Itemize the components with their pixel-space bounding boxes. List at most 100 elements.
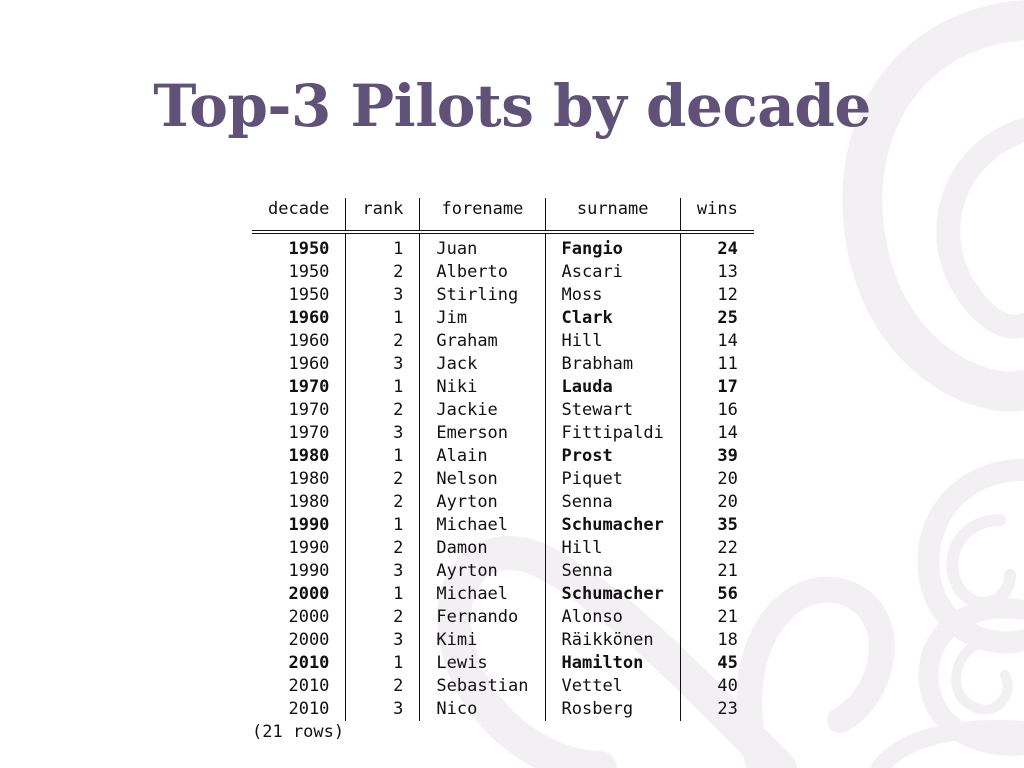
cell-wins: 13	[679, 261, 754, 284]
query-result: decade rank forename surname wins 1950 1 J…	[252, 198, 754, 744]
cell-rank: 3	[345, 629, 420, 652]
cell-forename: Nico	[419, 698, 545, 721]
cell-wins: 21	[679, 606, 754, 629]
cell-surname: Schumacher	[544, 583, 681, 606]
table-row: 1990 1 Michael Schumacher 35	[252, 514, 754, 537]
cell-decade: 1970	[288, 377, 330, 397]
cell-wins: 14	[679, 422, 754, 445]
cell-decade: 1980	[288, 492, 330, 512]
table-row: 1960 1 Jim Clark 25	[252, 307, 754, 330]
table-row: 2010 1 Lewis Hamilton 45	[252, 652, 754, 675]
cell-rank: 2	[345, 675, 420, 698]
cell-surname: Senna	[544, 560, 681, 583]
table-row: 1960 2 Graham Hill 14	[252, 330, 754, 353]
cell-surname: Rosberg	[544, 698, 681, 721]
cell-forename: Jack	[419, 353, 545, 376]
table-row: 2000 2 Fernando Alonso 21	[252, 606, 754, 629]
cell-surname: Hill	[544, 537, 681, 560]
cell-decade: 1950	[288, 285, 330, 305]
cell-surname: Alonso	[544, 606, 681, 629]
cell-decade: 2000	[288, 630, 330, 650]
cell-wins: 20	[679, 468, 754, 491]
row-count: (21 rows)	[252, 722, 345, 742]
cell-surname: Piquet	[544, 468, 681, 491]
cell-wins: 14	[679, 330, 754, 353]
cell-decade: 1960	[288, 354, 330, 374]
results-table: decade rank forename surname wins 1950 1 J…	[252, 198, 754, 721]
table-row: 2010 2 Sebastian Vettel 40	[252, 675, 754, 698]
cell-forename: Ayrton	[419, 491, 545, 514]
cell-wins: 23	[679, 698, 754, 721]
cell-forename: Stirling	[419, 284, 545, 307]
cell-decade: 2010	[288, 653, 330, 673]
cell-decade: 1980	[288, 469, 330, 489]
cell-wins: 40	[679, 675, 754, 698]
cell-wins: 12	[679, 284, 754, 307]
table-row: 1970 1 Niki Lauda 17	[252, 376, 754, 399]
column-header-decade: decade	[268, 199, 330, 219]
cell-rank: 1	[345, 583, 420, 606]
cell-forename: Lewis	[419, 652, 545, 675]
cell-decade: 1970	[288, 400, 330, 420]
cell-forename: Sebastian	[419, 675, 545, 698]
cell-surname: Fangio	[544, 232, 681, 261]
table-row: 1950 2 Alberto Ascari 13	[252, 261, 754, 284]
cell-forename: Damon	[419, 537, 545, 560]
cell-decade: 1950	[288, 239, 330, 259]
cell-rank: 1	[345, 307, 420, 330]
cell-rank: 3	[345, 422, 420, 445]
cell-forename: Alberto	[419, 261, 545, 284]
cell-wins: 45	[679, 652, 754, 675]
cell-decade: 2000	[288, 584, 330, 604]
cell-rank: 2	[345, 399, 420, 422]
table-header-row: decade rank forename surname wins	[252, 198, 754, 232]
table-row: 1950 1 Juan Fangio 24	[252, 232, 754, 261]
cell-decade: 1990	[288, 538, 330, 558]
cell-surname: Lauda	[544, 376, 681, 399]
table-row: 1990 3 Ayrton Senna 21	[252, 560, 754, 583]
cell-forename: Kimi	[419, 629, 545, 652]
cell-rank: 1	[345, 445, 420, 468]
table-row: 1980 2 Nelson Piquet 20	[252, 468, 754, 491]
cell-forename: Alain	[419, 445, 545, 468]
table-row: 2000 3 Kimi Räikkönen 18	[252, 629, 754, 652]
cell-surname: Schumacher	[544, 514, 681, 537]
cell-wins: 22	[679, 537, 754, 560]
cell-decade: 1950	[288, 262, 330, 282]
cell-rank: 1	[345, 514, 420, 537]
cell-forename: Michael	[419, 583, 545, 606]
cell-rank: 3	[345, 698, 420, 721]
cell-decade: 1970	[288, 423, 330, 443]
table-row: 1970 2 Jackie Stewart 16	[252, 399, 754, 422]
table-row: 1960 3 Jack Brabham 11	[252, 353, 754, 376]
cell-decade: 1990	[288, 561, 330, 581]
cell-surname: Ascari	[544, 261, 681, 284]
cell-forename: Ayrton	[419, 560, 545, 583]
cell-rank: 2	[345, 261, 420, 284]
table-row: 1950 3 Stirling Moss 12	[252, 284, 754, 307]
cell-forename: Nelson	[419, 468, 545, 491]
table-body: 1950 1 Juan Fangio 24 1950 2 Alberto Ascari 13 195…	[252, 232, 754, 721]
cell-rank: 2	[345, 468, 420, 491]
column-header-rank: rank	[345, 198, 420, 232]
cell-wins: 24	[679, 232, 754, 261]
cell-forename: Niki	[419, 376, 545, 399]
cell-surname: Clark	[544, 307, 681, 330]
cell-forename: Emerson	[419, 422, 545, 445]
cell-surname: Prost	[544, 445, 681, 468]
cell-forename: Michael	[419, 514, 545, 537]
cell-decade: 2010	[288, 676, 330, 696]
cell-surname: Stewart	[544, 399, 681, 422]
slide-title: Top-3 Pilots by decade	[153, 72, 871, 140]
cell-decade: 1960	[288, 331, 330, 351]
column-header-wins: wins	[679, 198, 754, 232]
table-row: 2000 1 Michael Schumacher 56	[252, 583, 754, 606]
cell-rank: 3	[345, 560, 420, 583]
cell-rank: 1	[345, 652, 420, 675]
cell-rank: 1	[345, 232, 420, 261]
table-row: 1980 1 Alain Prost 39	[252, 445, 754, 468]
cell-wins: 39	[679, 445, 754, 468]
column-header-surname: surname	[544, 198, 681, 232]
cell-wins: 11	[679, 353, 754, 376]
cell-forename: Jackie	[419, 399, 545, 422]
